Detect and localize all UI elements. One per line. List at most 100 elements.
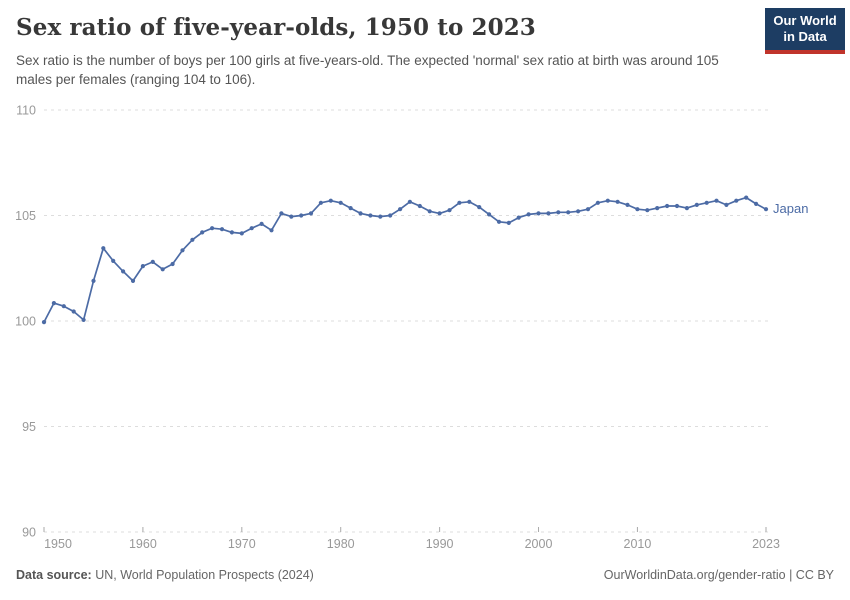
x-tick-label: 1950 bbox=[44, 537, 72, 551]
data-point[interactable] bbox=[665, 203, 670, 209]
data-point[interactable] bbox=[259, 221, 264, 226]
data-point[interactable] bbox=[299, 213, 304, 218]
data-point[interactable] bbox=[526, 212, 531, 217]
data-point[interactable] bbox=[595, 200, 601, 205]
data-point[interactable] bbox=[130, 278, 136, 283]
series-japan[interactable]: Japan bbox=[41, 195, 809, 325]
data-point[interactable] bbox=[714, 198, 719, 203]
y-tick-label: 90 bbox=[22, 526, 36, 540]
data-point[interactable] bbox=[477, 205, 482, 210]
data-point[interactable] bbox=[496, 219, 502, 224]
gridlines bbox=[44, 109, 768, 533]
data-point[interactable] bbox=[417, 203, 422, 209]
data-point[interactable] bbox=[536, 211, 541, 216]
data-point[interactable] bbox=[605, 198, 610, 203]
series-line[interactable] bbox=[43, 196, 767, 323]
data-point[interactable] bbox=[407, 199, 412, 204]
x-tick-label: 1980 bbox=[327, 537, 355, 551]
data-point[interactable] bbox=[368, 213, 373, 218]
data-point[interactable] bbox=[348, 206, 353, 211]
owid-logo[interactable]: Our World in Data bbox=[765, 8, 845, 54]
data-point[interactable] bbox=[61, 304, 66, 309]
data-point[interactable] bbox=[160, 267, 165, 272]
data-point[interactable] bbox=[170, 261, 175, 267]
data-point[interactable] bbox=[704, 200, 709, 205]
data-point[interactable] bbox=[566, 210, 571, 215]
x-tick-label: 2010 bbox=[624, 537, 652, 551]
data-point[interactable] bbox=[487, 212, 492, 217]
data-point[interactable] bbox=[150, 259, 155, 264]
data-point[interactable] bbox=[645, 208, 650, 213]
data-point[interactable] bbox=[437, 211, 442, 216]
data-point[interactable] bbox=[516, 215, 521, 220]
data-point[interactable] bbox=[279, 211, 284, 216]
chart-subtitle: Sex ratio is the number of boys per 100 … bbox=[16, 53, 719, 87]
data-source-text: UN, World Population Prospects (2024) bbox=[91, 568, 314, 582]
data-source-label: Data source: bbox=[16, 568, 92, 582]
data-point[interactable] bbox=[219, 227, 225, 232]
owid-citation-link[interactable]: OurWorldinData.org/gender-ratio | CC BY bbox=[603, 568, 834, 582]
data-point[interactable] bbox=[674, 203, 680, 209]
data-point[interactable] bbox=[111, 258, 116, 263]
data-point[interactable] bbox=[467, 199, 472, 204]
data-point[interactable] bbox=[684, 206, 690, 211]
data-point[interactable] bbox=[615, 199, 620, 204]
data-point[interactable] bbox=[744, 195, 749, 200]
data-point[interactable] bbox=[269, 228, 274, 233]
data-point[interactable] bbox=[229, 230, 234, 235]
y-tick-label: 110 bbox=[16, 104, 36, 118]
data-point[interactable] bbox=[338, 200, 343, 205]
data-point[interactable] bbox=[91, 278, 96, 283]
data-point[interactable] bbox=[71, 309, 76, 314]
x-axis-ticks bbox=[43, 527, 767, 532]
data-point[interactable] bbox=[388, 213, 393, 218]
data-point[interactable] bbox=[51, 301, 57, 306]
data-point[interactable] bbox=[249, 226, 254, 231]
data-point[interactable] bbox=[239, 231, 244, 236]
data-point[interactable] bbox=[585, 207, 591, 212]
y-axis-labels: 90 95 100 105 110 bbox=[15, 104, 36, 540]
data-point[interactable] bbox=[328, 198, 333, 203]
data-point[interactable] bbox=[289, 214, 294, 219]
series-end-label[interactable]: Japan bbox=[773, 201, 808, 216]
data-point[interactable] bbox=[734, 198, 739, 203]
x-tick-label: 1990 bbox=[426, 537, 454, 551]
data-point[interactable] bbox=[318, 200, 323, 205]
data-point[interactable] bbox=[447, 208, 452, 213]
data-point[interactable] bbox=[398, 207, 403, 212]
owid-logo-line2: in Data bbox=[783, 29, 827, 44]
data-point[interactable] bbox=[576, 209, 581, 214]
data-point[interactable] bbox=[556, 210, 561, 215]
x-tick-label: 2023 bbox=[752, 537, 780, 551]
data-point[interactable] bbox=[506, 220, 511, 225]
x-tick-label: 1960 bbox=[129, 537, 157, 551]
data-point[interactable] bbox=[101, 246, 106, 251]
data-point[interactable] bbox=[121, 269, 126, 274]
data-point[interactable] bbox=[308, 211, 314, 216]
data-point[interactable] bbox=[546, 211, 551, 216]
data-point[interactable] bbox=[754, 201, 759, 206]
data-point[interactable] bbox=[378, 214, 383, 219]
data-point[interactable] bbox=[81, 317, 86, 322]
data-source: Data source: UN, World Population Prospe… bbox=[16, 568, 314, 582]
data-point[interactable] bbox=[457, 200, 462, 205]
data-point[interactable] bbox=[694, 202, 699, 207]
data-point[interactable] bbox=[140, 264, 145, 269]
data-point[interactable] bbox=[41, 320, 47, 325]
chart-title: Sex ratio of five-year-olds, 1950 to 202… bbox=[16, 14, 536, 41]
data-point[interactable] bbox=[210, 226, 215, 231]
data-point[interactable] bbox=[655, 206, 660, 211]
data-point[interactable] bbox=[763, 207, 769, 212]
data-point[interactable] bbox=[635, 207, 640, 212]
data-point[interactable] bbox=[427, 209, 432, 214]
data-point[interactable] bbox=[625, 202, 630, 207]
x-axis-labels: 1950 1960 1970 1980 1990 2000 2010 2023 bbox=[44, 537, 780, 551]
y-tick-label: 100 bbox=[15, 315, 36, 329]
x-tick-label: 2000 bbox=[525, 537, 553, 551]
data-point[interactable] bbox=[180, 248, 185, 253]
data-point[interactable] bbox=[724, 202, 729, 207]
data-point[interactable] bbox=[200, 230, 205, 235]
data-point[interactable] bbox=[190, 237, 195, 242]
data-point[interactable] bbox=[358, 211, 363, 216]
